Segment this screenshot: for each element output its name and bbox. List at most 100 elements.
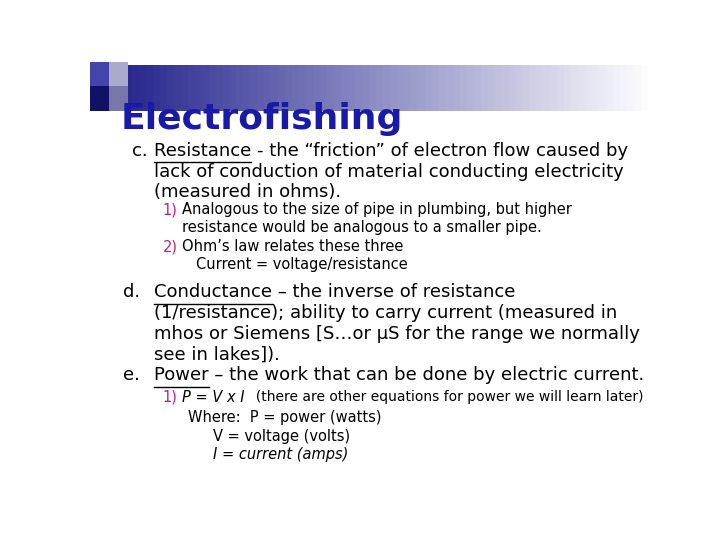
Bar xyxy=(285,65,293,111)
Bar xyxy=(578,65,586,111)
Bar xyxy=(97,65,105,111)
Bar xyxy=(613,65,621,111)
Text: P = V x I: P = V x I xyxy=(182,389,245,404)
Bar xyxy=(487,65,495,111)
Bar xyxy=(145,65,154,111)
Bar xyxy=(564,65,572,111)
Bar xyxy=(109,86,128,111)
Bar xyxy=(627,65,635,111)
Text: 2): 2) xyxy=(163,239,178,254)
Bar xyxy=(599,65,607,111)
Bar xyxy=(209,65,217,111)
Bar xyxy=(300,65,307,111)
Bar xyxy=(348,65,356,111)
Text: Conductance – the inverse of resistance
(1/resistance); ability to carry current: Conductance – the inverse of resistance … xyxy=(154,283,640,363)
Bar xyxy=(167,65,175,111)
Text: Power – the work that can be done by electric current.: Power – the work that can be done by ele… xyxy=(154,366,644,384)
Bar xyxy=(334,65,342,111)
Bar xyxy=(139,65,147,111)
Bar xyxy=(132,65,140,111)
Bar xyxy=(585,65,593,111)
Bar xyxy=(258,65,266,111)
Bar xyxy=(516,65,523,111)
Bar xyxy=(188,65,196,111)
Text: Resistance - the “friction” of electron flow caused by
lack of conduction of mat: Resistance - the “friction” of electron … xyxy=(154,141,629,201)
Bar xyxy=(313,65,321,111)
Bar xyxy=(641,65,649,111)
Bar xyxy=(362,65,370,111)
Bar xyxy=(418,65,426,111)
Bar xyxy=(341,65,349,111)
Bar xyxy=(571,65,580,111)
Bar xyxy=(279,65,287,111)
Bar xyxy=(194,65,203,111)
Bar xyxy=(557,65,565,111)
Bar xyxy=(125,65,133,111)
Bar xyxy=(404,65,412,111)
Bar xyxy=(390,65,398,111)
Bar xyxy=(369,65,377,111)
Bar xyxy=(215,65,224,111)
Bar xyxy=(550,65,559,111)
Bar xyxy=(181,65,189,111)
Bar xyxy=(230,65,238,111)
Text: V = voltage (volts): V = voltage (volts) xyxy=(213,429,350,444)
Text: Where:  P = power (watts): Where: P = power (watts) xyxy=(188,410,381,426)
Bar xyxy=(271,65,279,111)
Bar xyxy=(104,65,112,111)
Bar xyxy=(397,65,405,111)
Bar xyxy=(90,86,109,111)
Bar xyxy=(111,65,119,111)
Bar xyxy=(453,65,461,111)
Bar xyxy=(425,65,433,111)
Text: (there are other equations for power we will learn later): (there are other equations for power we … xyxy=(248,389,644,403)
Bar xyxy=(243,65,251,111)
Text: I = current (amps): I = current (amps) xyxy=(213,447,348,462)
Bar xyxy=(536,65,544,111)
Bar xyxy=(264,65,272,111)
Bar xyxy=(118,65,126,111)
Bar xyxy=(620,65,628,111)
Bar xyxy=(160,65,168,111)
Text: Electrofishing: Electrofishing xyxy=(121,102,403,136)
Bar xyxy=(474,65,482,111)
Bar xyxy=(467,65,474,111)
Bar xyxy=(411,65,419,111)
Bar xyxy=(90,65,98,111)
Bar xyxy=(251,65,258,111)
Bar xyxy=(593,65,600,111)
Bar xyxy=(320,65,328,111)
Bar xyxy=(529,65,538,111)
Bar xyxy=(446,65,454,111)
Bar xyxy=(153,65,161,111)
Text: 1): 1) xyxy=(163,202,177,218)
Text: e.: e. xyxy=(124,366,140,384)
Bar xyxy=(438,65,447,111)
Bar xyxy=(202,65,210,111)
Bar xyxy=(544,65,552,111)
Text: Analogous to the size of pipe in plumbing, but higher
resistance would be analog: Analogous to the size of pipe in plumbin… xyxy=(182,202,572,235)
Bar xyxy=(481,65,489,111)
Text: Ohm’s law relates these three: Ohm’s law relates these three xyxy=(182,239,403,254)
Bar xyxy=(383,65,391,111)
Bar xyxy=(376,65,384,111)
Bar xyxy=(432,65,440,111)
Text: 1): 1) xyxy=(163,389,177,404)
Bar xyxy=(495,65,503,111)
Text: c.: c. xyxy=(132,141,148,160)
Bar xyxy=(222,65,230,111)
Bar xyxy=(327,65,336,111)
Bar xyxy=(109,62,128,86)
Bar xyxy=(523,65,531,111)
Text: Current = voltage/resistance: Current = voltage/resistance xyxy=(196,258,408,272)
Bar xyxy=(236,65,245,111)
Bar xyxy=(634,65,642,111)
Bar xyxy=(90,62,109,86)
Bar xyxy=(502,65,510,111)
Bar xyxy=(306,65,315,111)
Bar xyxy=(355,65,363,111)
Bar xyxy=(508,65,516,111)
Text: d.: d. xyxy=(124,283,140,301)
Bar xyxy=(606,65,614,111)
Bar xyxy=(174,65,181,111)
